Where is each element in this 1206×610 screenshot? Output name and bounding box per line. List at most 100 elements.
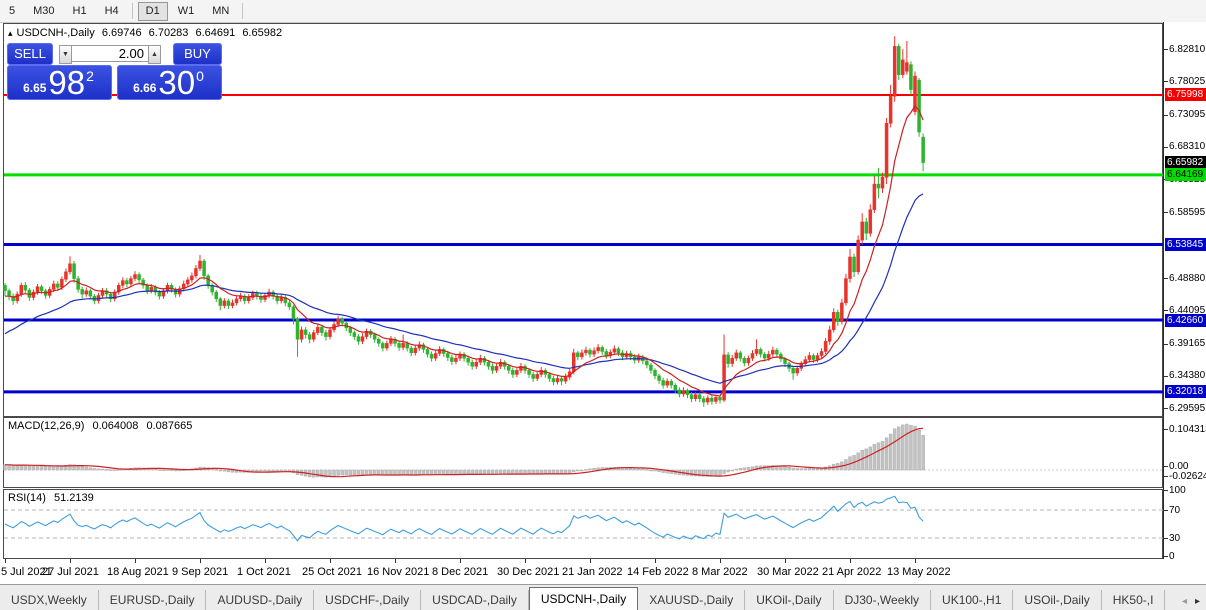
timeframe-button-d1[interactable]: D1 bbox=[137, 1, 168, 21]
time-axis-tick bbox=[850, 559, 851, 563]
one-click-trading-panel: SELL BUY ▼ ▲ 6.65 98 2 6.66 30 0 bbox=[7, 43, 222, 100]
rsi-line bbox=[4, 495, 924, 542]
price-axis-tick bbox=[1164, 212, 1168, 214]
rsi-axis-label: 0 bbox=[1169, 550, 1175, 562]
sell-price-prefix: 6.65 bbox=[23, 81, 47, 95]
price-axis-label: 6.78025 bbox=[1169, 75, 1206, 87]
time-axis-label: 1 Oct 2021 bbox=[237, 566, 291, 578]
rsi-indicator-canvas[interactable] bbox=[3, 489, 1163, 559]
time-axis-label: 21 Jan 2022 bbox=[562, 566, 623, 578]
macd-signal-line bbox=[4, 427, 924, 478]
price-axis-label: 6.82810 bbox=[1169, 43, 1206, 55]
sell-button[interactable]: SELL bbox=[7, 43, 53, 65]
macd-axis-tick bbox=[1164, 476, 1168, 477]
timeframe-button-h4[interactable]: H4 bbox=[104, 4, 119, 17]
timeframe-button-h1[interactable]: H1 bbox=[72, 4, 87, 17]
price-level-badge: 6.42660 bbox=[1165, 313, 1206, 327]
chart-header: ▴ USDCNH-,Daily 6.69746 6.70283 6.64691 6… bbox=[8, 27, 286, 39]
time-axis-label: 9 Sep 2021 bbox=[172, 566, 229, 578]
time-axis-tick bbox=[395, 559, 396, 563]
time-axis: 5 Jul 2021 27 Jul 2021 18 Aug 2021 9 Sep 20… bbox=[0, 559, 1163, 584]
price-axis-tick bbox=[1164, 408, 1168, 410]
price-axis-label: 6.73095 bbox=[1169, 109, 1206, 121]
ohlc-high: 6.70283 bbox=[148, 27, 189, 39]
toolbar-separator bbox=[131, 3, 133, 19]
ohlc-close: 6.65982 bbox=[242, 27, 283, 39]
tab-usdcnh-daily[interactable]: USDCNH-,Daily bbox=[528, 587, 639, 610]
price-axis-tick bbox=[1164, 310, 1168, 312]
tab-audusd-daily[interactable]: AUDUSD-,Daily bbox=[206, 590, 315, 610]
tab-usoil-daily[interactable]: USOil-,Daily bbox=[1013, 590, 1102, 610]
lot-size-input[interactable] bbox=[72, 45, 148, 62]
rsi-value: 51.2139 bbox=[53, 492, 94, 504]
macd-main-value: 0.064008 bbox=[92, 420, 139, 432]
time-axis-label: 25 Oct 2021 bbox=[302, 566, 362, 578]
tab-scroll-right-button[interactable]: ▸ bbox=[1194, 596, 1200, 607]
buy-price-prefix: 6.66 bbox=[133, 81, 157, 95]
time-axis-tick bbox=[590, 559, 591, 563]
tab-scroll-left-button[interactable]: ◂ bbox=[1181, 596, 1187, 607]
time-axis-label: 16 Nov 2021 bbox=[367, 566, 430, 578]
tab-ukoil-daily[interactable]: UKOil-,Daily bbox=[745, 590, 834, 610]
tab-eurusd-daily[interactable]: EURUSD-,Daily bbox=[99, 590, 207, 610]
time-axis-label: 21 Apr 2022 bbox=[822, 566, 882, 578]
slow-moving-average-line bbox=[4, 193, 924, 384]
buy-price-pip-digit: 0 bbox=[196, 68, 204, 84]
tab-dj30-weekly[interactable]: DJ30-,Weekly bbox=[834, 590, 932, 610]
macd-axis-tick bbox=[1164, 429, 1168, 430]
sell-price-big-digits: 98 bbox=[48, 64, 86, 101]
sell-price-display[interactable]: 6.65 98 2 bbox=[7, 65, 110, 99]
price-axis-tick bbox=[1164, 146, 1168, 148]
rsi-label: RSI(14) 51.2139 bbox=[8, 492, 99, 504]
rsi-axis-label: 70 bbox=[1169, 504, 1181, 516]
price-axis-tick bbox=[1164, 343, 1168, 345]
time-axis-tick bbox=[135, 559, 136, 563]
tab-usdx-weekly[interactable]: USDX,Weekly bbox=[0, 590, 99, 610]
time-axis-tick bbox=[330, 559, 331, 563]
timeframe-button-w1[interactable]: W1 bbox=[177, 4, 195, 17]
macd-indicator-canvas[interactable] bbox=[3, 417, 1163, 489]
macd-axis-label: 0.00 bbox=[1169, 460, 1189, 472]
price-axis-tick bbox=[1164, 278, 1168, 280]
macd-axis-tick bbox=[1164, 466, 1168, 467]
timeframe-button-mn[interactable]: MN bbox=[212, 4, 230, 17]
tab-hk50-i[interactable]: HK50-,I bbox=[1102, 590, 1166, 610]
lot-size-spinner: ▼ ▲ bbox=[59, 45, 161, 64]
toolbar-separator bbox=[242, 3, 244, 19]
timeframe-button-5[interactable]: 5 bbox=[9, 4, 16, 17]
price-axis-tick bbox=[1164, 114, 1168, 116]
price-axis-tick bbox=[1164, 81, 1168, 83]
time-axis-tick bbox=[265, 559, 266, 563]
ohlc-low: 6.64691 bbox=[195, 27, 236, 39]
lot-increase-button[interactable]: ▲ bbox=[148, 45, 161, 64]
tab-uk100-h1[interactable]: UK100-,H1 bbox=[931, 590, 1014, 610]
rsi-axis-tick bbox=[1164, 490, 1168, 491]
time-axis-label: 14 Feb 2022 bbox=[627, 566, 689, 578]
price-axis-label: 6.44095 bbox=[1169, 304, 1206, 316]
time-axis-tick bbox=[785, 559, 786, 563]
price-level-badge: 6.64169 bbox=[1165, 168, 1206, 182]
tab-xauusd-daily[interactable]: XAUUSD-,Daily bbox=[638, 590, 746, 610]
time-axis-tick bbox=[525, 559, 526, 563]
price-axis-label: 6.39165 bbox=[1169, 338, 1206, 350]
rsi-axis-tick bbox=[1164, 510, 1168, 511]
time-axis-label: 13 May 2022 bbox=[887, 566, 951, 578]
collapse-chart-icon[interactable]: ▴ bbox=[8, 28, 13, 38]
price-axis-tick bbox=[1164, 49, 1168, 50]
timeframe-button-m30[interactable]: M30 bbox=[33, 4, 55, 17]
time-axis-label: 8 Dec 2021 bbox=[432, 566, 489, 578]
price-level-badge: 6.53845 bbox=[1165, 238, 1206, 251]
buy-button[interactable]: BUY bbox=[173, 43, 222, 65]
rsi-axis-label: 100 bbox=[1169, 484, 1186, 496]
price-level-badge: 6.32018 bbox=[1165, 385, 1206, 399]
tab-usdcad-daily[interactable]: USDCAD-,Daily bbox=[421, 590, 529, 610]
lot-decrease-button[interactable]: ▼ bbox=[59, 45, 72, 64]
buy-price-display[interactable]: 6.66 30 0 bbox=[117, 65, 220, 99]
price-level-badge: 6.65982 bbox=[1165, 156, 1206, 170]
rsi-name: RSI(14) bbox=[8, 492, 46, 504]
tab-usdchf-daily[interactable]: USDCHF-,Daily bbox=[314, 590, 422, 610]
time-axis-label: 18 Aug 2021 bbox=[107, 566, 169, 578]
price-axis-label: 6.68310 bbox=[1169, 141, 1206, 153]
time-axis-tick bbox=[5, 559, 6, 563]
timeframe-toolbar: 5 M30 H1 H4 D1 W1 MN bbox=[0, 0, 1206, 23]
